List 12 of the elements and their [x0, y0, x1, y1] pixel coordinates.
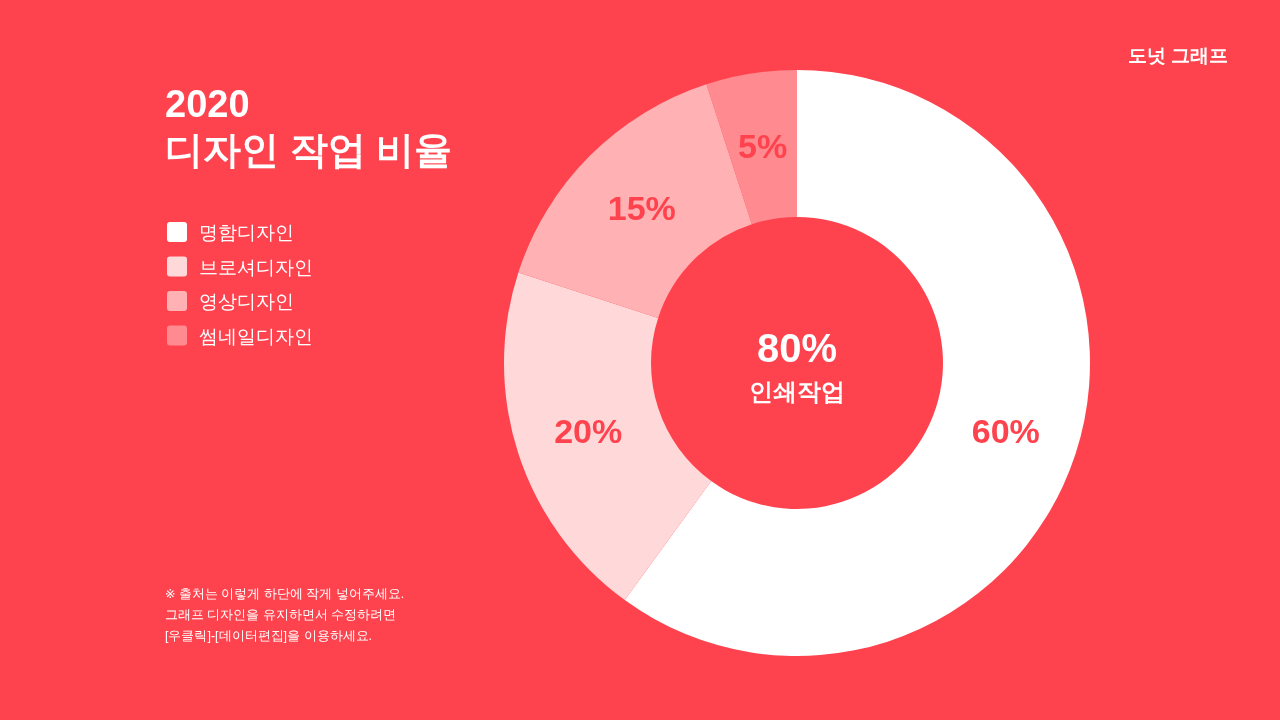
data-label: 15% [607, 188, 676, 227]
text: ※ 출처는 이렇게 하단에 작게 넣어주세요. 그래프 디자인을 유지하면서 수정하려면 [우클릭]-[데이터편집]을 이용하세요. [165, 587, 405, 643]
legend-label: 브로셔디자인 [199, 256, 313, 278]
legend-label: 썸네일디자인 [199, 325, 313, 347]
text: 도넛 그래프 [1127, 45, 1228, 66]
legend-label: 명함디자인 [199, 222, 294, 243]
data-label: 5% [738, 127, 788, 166]
legend-label: 영상디자인 [199, 291, 294, 312]
text: 80% 인쇄작업 [749, 326, 845, 405]
data-label: 60% [971, 411, 1040, 450]
data-label: 20% [554, 411, 623, 450]
text: 2020 디자인 작업 비율 [165, 83, 453, 171]
